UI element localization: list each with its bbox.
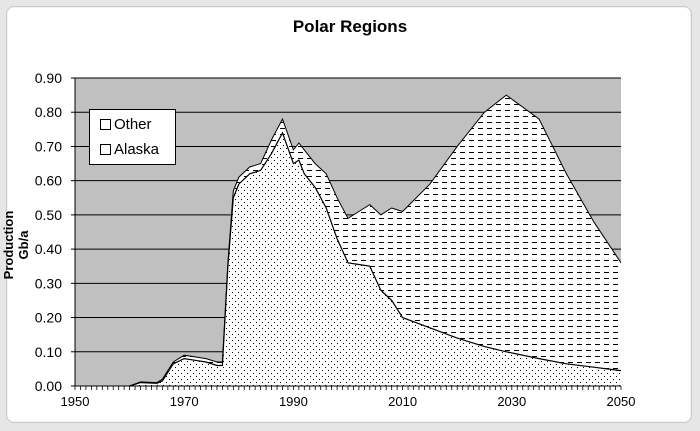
x-axis-ticks: 1950 1970 1990 2010 2030 2050 <box>61 386 636 409</box>
svg-text:0.70: 0.70 <box>35 138 62 154</box>
series-alaska-area <box>129 132 621 386</box>
svg-text:0.80: 0.80 <box>35 104 62 120</box>
legend-item-other: Other <box>100 116 152 133</box>
chart-title: Polar Regions <box>292 17 408 36</box>
svg-text:0.40: 0.40 <box>35 241 62 257</box>
svg-text:1970: 1970 <box>170 394 199 409</box>
series-other-line <box>129 94 622 387</box>
dotted-swatch-icon <box>100 144 111 155</box>
svg-text:0.50: 0.50 <box>35 207 62 223</box>
svg-text:1990: 1990 <box>279 394 308 409</box>
svg-text:1950: 1950 <box>61 394 90 409</box>
svg-text:0.60: 0.60 <box>35 173 62 189</box>
legend-label-other: Other <box>114 116 152 133</box>
svg-text:0.00: 0.00 <box>35 378 62 394</box>
legend-label-alaska: Alaska <box>114 141 160 158</box>
svg-text:2010: 2010 <box>388 394 417 409</box>
svg-text:0.20: 0.20 <box>35 310 62 326</box>
dashed-swatch-icon <box>100 119 111 130</box>
legend: Other Alaska <box>89 109 176 165</box>
svg-text:2050: 2050 <box>607 394 636 409</box>
svg-text:0.90: 0.90 <box>35 70 62 86</box>
svg-text:0.10: 0.10 <box>35 344 62 360</box>
svg-text:0.30: 0.30 <box>35 275 62 291</box>
series-alaska-line <box>129 131 622 387</box>
y-axis-ticks: 0.00 0.10 0.20 0.30 0.40 0.50 0.60 0.70 0.80 0.90 <box>35 70 75 394</box>
legend-item-alaska: Alaska <box>100 141 159 158</box>
svg-text:2030: 2030 <box>497 394 526 409</box>
